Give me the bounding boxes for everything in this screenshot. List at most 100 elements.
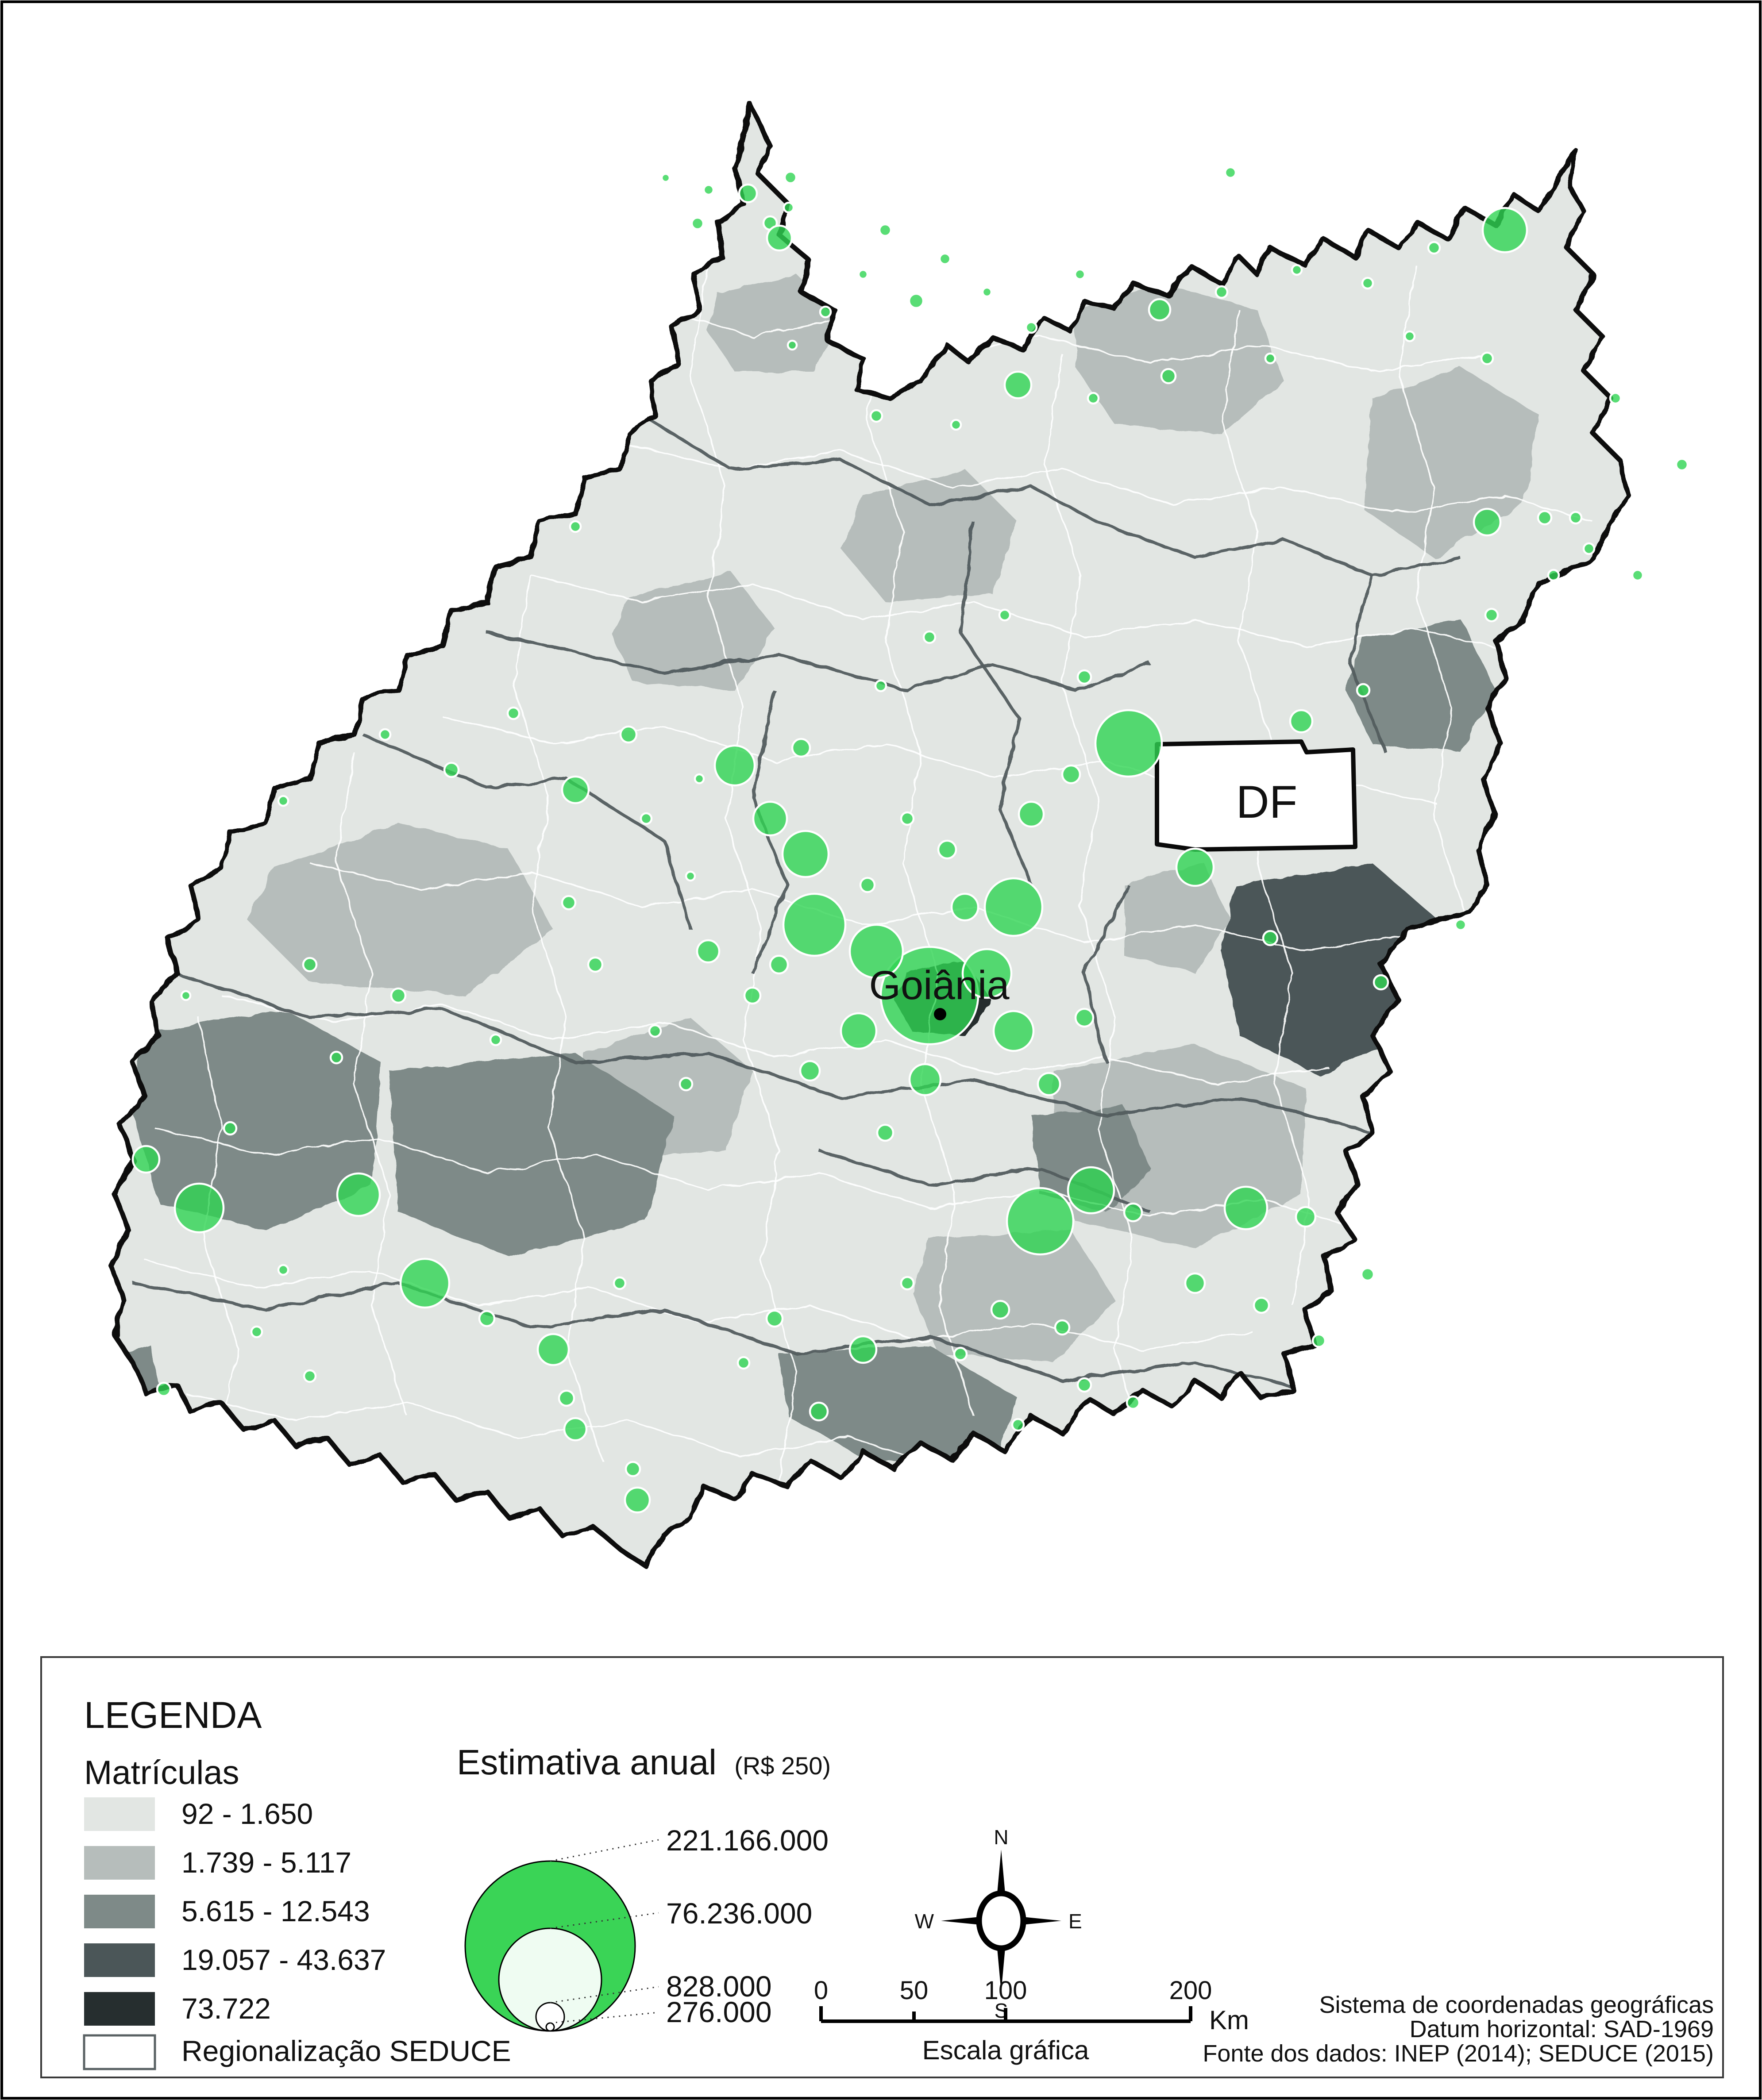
estimate-bubble (277, 795, 289, 807)
estimate-bubble (1076, 1377, 1092, 1393)
state-border (108, 101, 1631, 1569)
estimate-bubble (953, 1346, 968, 1362)
estimate-bubble (900, 1276, 915, 1291)
estimate-bubble (613, 1276, 627, 1290)
estimate-bubble (625, 1461, 641, 1477)
estimate-bubble (694, 773, 705, 785)
estimativa-subtitle: (R$ 250) (734, 1752, 831, 1780)
estimate-bubble (131, 1145, 161, 1174)
estimate-bubble (1094, 709, 1163, 778)
estimate-bubble (1054, 1319, 1071, 1336)
estimate-bubble (648, 1024, 662, 1038)
estimate-bubble (443, 762, 460, 778)
estimate-bubble (1454, 918, 1467, 931)
estimate-bubble (399, 1258, 451, 1309)
estimate-bubble (900, 811, 915, 826)
estimate-bubble (990, 1300, 1010, 1320)
goiania-label: Goiânia (869, 963, 1010, 1008)
estimate-bubble (1074, 1008, 1095, 1028)
estimate-bubble (937, 839, 957, 860)
estimate-bubble (1262, 930, 1279, 946)
legend-panel: LEGENDA Matrículas 92 - 1.650 1.739 - 5.1… (40, 1656, 1724, 2078)
estimate-bubble (1291, 264, 1303, 276)
estimate-bubble (1609, 392, 1622, 405)
scale-unit: Km (1209, 2005, 1249, 2035)
leader-line-1 (550, 1839, 659, 1862)
class-swatch (84, 1895, 155, 1928)
estimate-bubble (752, 800, 788, 837)
estimate-bubble (1148, 298, 1172, 322)
estimate-bubble (819, 305, 832, 319)
estimate-bubble (992, 1010, 1035, 1052)
estimate-bubble (1582, 542, 1596, 555)
estimate-bubble (857, 269, 869, 280)
class-label: 5.615 - 12.543 (181, 1895, 370, 1927)
estimate-bubble (302, 957, 318, 973)
scale-tick-0: 0 (814, 1976, 828, 2005)
estimate-bubble (950, 892, 979, 922)
estimate-bubble (781, 830, 830, 878)
estimate-bubble (1295, 1206, 1317, 1228)
estimate-bubble (619, 725, 638, 744)
estimate-bubble (878, 223, 892, 237)
estimate-bubble (1184, 1272, 1206, 1294)
estimate-bubble (1175, 847, 1215, 887)
estimate-bubble (1067, 1166, 1115, 1215)
estimate-bubble (950, 419, 962, 431)
compass-e: E (1068, 1910, 1082, 1933)
estimate-bubble (1074, 268, 1086, 281)
goiania-marker: Goiânia (869, 963, 1010, 1020)
estimate-bubble (1264, 352, 1276, 365)
estimate-bubble (156, 1381, 172, 1397)
estimate-bubble (506, 706, 521, 720)
estimate-bubble (223, 1121, 238, 1136)
scale-bar (819, 2006, 1192, 2023)
estimate-bubble (277, 1264, 289, 1276)
compass-w: W (915, 1910, 934, 1933)
estimate-bubble (809, 1401, 829, 1422)
estimate-bubble (961, 948, 1013, 999)
estimate-bubble (1126, 1395, 1141, 1410)
estimate-bubble (765, 1309, 784, 1328)
estimate-bubble (1427, 241, 1441, 255)
estimate-bubble (1569, 511, 1583, 525)
class-label: 1.739 - 5.117 (181, 1846, 351, 1879)
seduce-label: Regionalização SEDUCE (181, 2035, 511, 2067)
class-label: 73.722 (181, 1992, 271, 2025)
estimate-bubble (876, 1123, 894, 1142)
estimate-bubble (561, 895, 577, 911)
estimate-bubble (1480, 351, 1494, 365)
compass-n: N (994, 1826, 1008, 1849)
estimate-bubble (859, 877, 876, 893)
estimate-bubble (250, 1325, 263, 1338)
estimate-bubble (1025, 321, 1038, 334)
estimate-bubble (679, 1077, 694, 1092)
estimativa-value-3: 828.000 (666, 1970, 772, 2003)
estimate-bubble (1160, 368, 1177, 385)
estimate-bubble (558, 1389, 575, 1407)
municipality-borders (146, 265, 1594, 1483)
class-swatch (84, 1992, 155, 2026)
estimate-bubble (908, 1063, 942, 1096)
legend-class-rows: 92 - 1.650 1.739 - 5.117 5.615 - 12.543 19.… (84, 1797, 386, 2026)
estimate-bubble (1223, 1185, 1268, 1231)
estimate-bubble (869, 409, 883, 423)
estimate-bubble (660, 173, 671, 183)
estimate-bubble (1224, 166, 1237, 179)
matriculas-title: Matrículas (84, 1754, 239, 1792)
estimate-bubble (180, 990, 192, 1001)
estimate-bubble (938, 252, 952, 265)
estimate-bubble (561, 775, 590, 804)
estimate-bubble (624, 1486, 651, 1514)
estimate-bubble (736, 1356, 751, 1370)
legend-box (40, 1656, 1724, 2078)
credit-line-3: Fonte dos dados: INEP (2014); SEDUCE (20… (1203, 2040, 1714, 2067)
estimate-bubble (1481, 207, 1528, 254)
estimate-bubble (640, 812, 653, 825)
class-swatch (84, 1797, 155, 1831)
class-label: 92 - 1.650 (181, 1797, 313, 1830)
credit-line-2: Datum horizontal: SAD-1969 (1410, 2016, 1714, 2042)
estimate-bubble (922, 630, 937, 644)
